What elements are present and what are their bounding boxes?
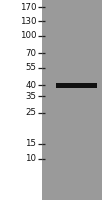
FancyBboxPatch shape bbox=[42, 0, 102, 200]
Text: 130: 130 bbox=[20, 17, 36, 25]
Text: 40: 40 bbox=[25, 81, 36, 90]
Text: 15: 15 bbox=[25, 139, 36, 148]
Text: 25: 25 bbox=[25, 108, 36, 117]
Bar bbox=[56, 83, 97, 88]
Text: 70: 70 bbox=[25, 48, 36, 58]
Text: 170: 170 bbox=[20, 2, 36, 11]
Text: 35: 35 bbox=[25, 92, 36, 101]
Text: 100: 100 bbox=[20, 31, 36, 40]
Text: 55: 55 bbox=[25, 64, 36, 72]
Text: 10: 10 bbox=[25, 154, 36, 163]
